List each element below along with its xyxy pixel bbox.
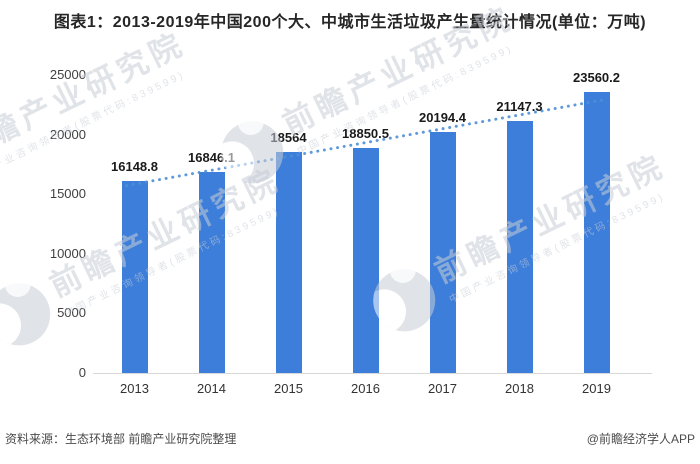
bar xyxy=(198,172,225,373)
x-axis-labels: 2013 2014 2015 2016 2017 2018 2019 xyxy=(96,381,635,396)
bar-column: 16846.1 xyxy=(173,75,250,373)
y-tick-label: 25000 xyxy=(49,67,86,82)
bar xyxy=(506,121,533,373)
y-axis-labels: 0 5000 10000 15000 20000 25000 xyxy=(30,0,86,464)
y-tick-label: 10000 xyxy=(49,245,86,261)
footer-source: 资料来源：生态环境部 前瞻产业研究院整理 xyxy=(5,432,237,446)
bar-value-label: 18850.5 xyxy=(342,126,389,141)
bar-value-label: 18564 xyxy=(270,130,307,145)
x-tick-label: 2019 xyxy=(582,381,611,396)
bar-value-label: 16148.8 xyxy=(111,159,158,174)
bar-value-label: 20194.4 xyxy=(419,110,466,125)
bar-column: 18564 xyxy=(250,75,327,373)
bar xyxy=(121,181,148,373)
y-tick-label: 5000 xyxy=(57,305,86,321)
bar-column: 23560.2 xyxy=(558,70,635,373)
footer-credit: @前瞻经济学人APP xyxy=(586,432,695,446)
x-tick-label: 2017 xyxy=(428,381,457,396)
bar-value-label: 23560.2 xyxy=(573,70,620,85)
x-tick-label: 2018 xyxy=(505,381,534,396)
chart-title: 图表1：2013-2019年中国200个大、中城市生活垃圾产生量统计情况(单位：… xyxy=(53,14,647,31)
bar xyxy=(275,152,302,373)
y-tick-label: 15000 xyxy=(49,186,86,202)
bar-column: 16148.8 xyxy=(96,75,173,373)
y-tick-label: 0 xyxy=(78,365,86,380)
bar xyxy=(429,132,456,373)
x-tick-label: 2013 xyxy=(120,381,149,396)
x-axis-baseline xyxy=(93,373,652,374)
bar-column: 21147.3 xyxy=(481,75,558,373)
x-tick-label: 2016 xyxy=(351,381,380,396)
bar-value-label: 16846.1 xyxy=(188,150,235,165)
bar xyxy=(352,148,379,373)
bar-column: 18850.5 xyxy=(327,75,404,373)
x-tick-label: 2014 xyxy=(197,381,226,396)
x-tick-label: 2015 xyxy=(274,381,303,396)
bar-column: 20194.4 xyxy=(404,75,481,373)
bar xyxy=(583,92,610,373)
bar-value-label: 21147.3 xyxy=(496,99,543,114)
y-tick-label: 20000 xyxy=(49,126,86,142)
plot-area: 16148.8 16846.1 18564 18850.5 20194.4 21147.3… xyxy=(96,70,635,373)
